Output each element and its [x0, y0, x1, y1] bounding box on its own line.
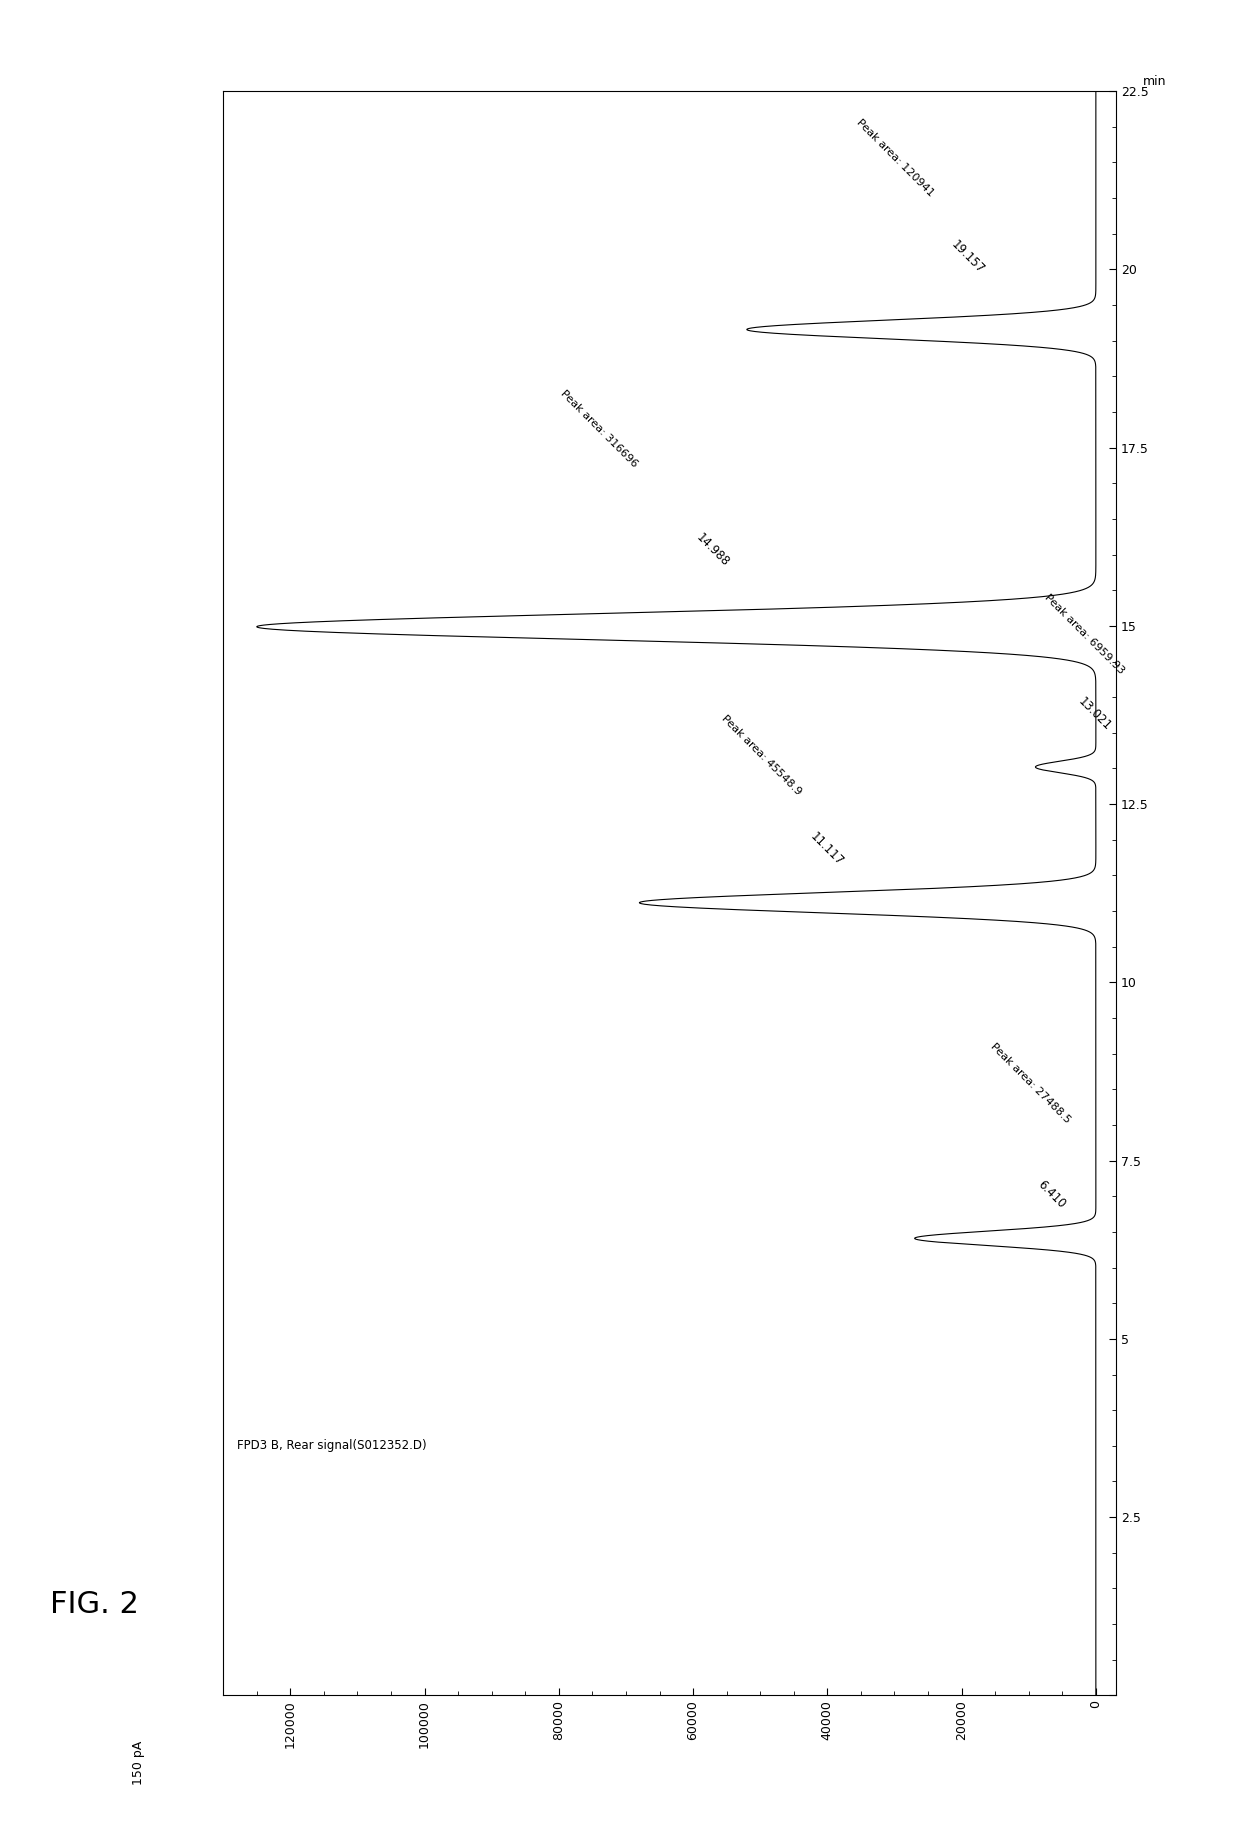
- Text: Peak area: 6959.93: Peak area: 6959.93: [1042, 592, 1126, 676]
- Text: 6.410: 6.410: [1035, 1178, 1069, 1210]
- Text: 13.021: 13.021: [1076, 695, 1114, 733]
- Text: FIG. 2: FIG. 2: [50, 1590, 139, 1619]
- Text: 150 pA: 150 pA: [131, 1741, 145, 1785]
- Text: FPD3 B, Rear signal(S012352.D): FPD3 B, Rear signal(S012352.D): [237, 1440, 427, 1453]
- Text: Peak area: 27488.5: Peak area: 27488.5: [988, 1041, 1073, 1125]
- Text: Peak area: 120941: Peak area: 120941: [854, 117, 935, 199]
- Text: 11.117: 11.117: [807, 829, 846, 868]
- Text: 14.988: 14.988: [693, 530, 732, 569]
- Text: 19.157: 19.157: [949, 239, 987, 277]
- Text: min: min: [1143, 75, 1167, 88]
- Text: Peak area: 316696: Peak area: 316696: [559, 388, 640, 469]
- Text: Peak area: 45548.9: Peak area: 45548.9: [720, 713, 804, 797]
